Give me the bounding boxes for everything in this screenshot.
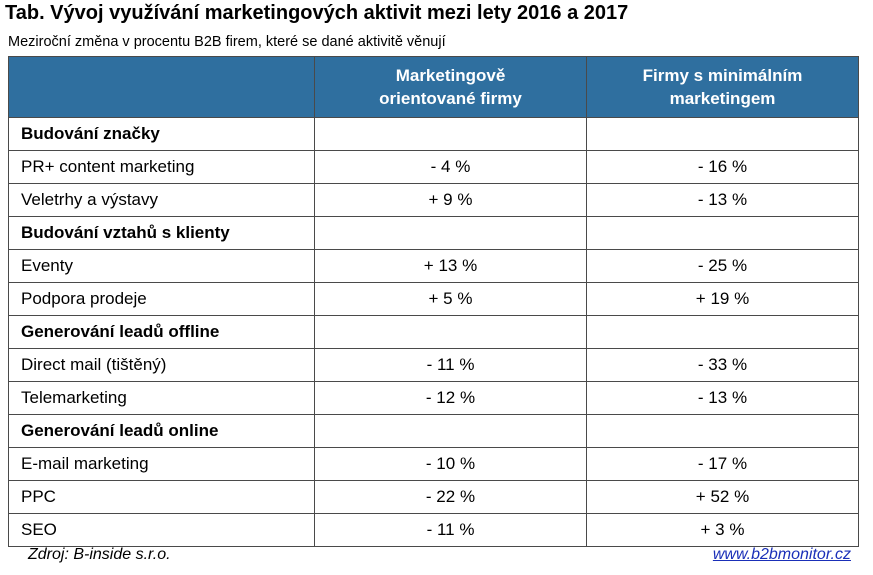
row-value-minimal-marketing: - 13 % <box>586 381 859 415</box>
table-row: PPC - 22 % + 52 % <box>8 480 859 514</box>
row-label: PR+ content marketing <box>8 150 315 184</box>
row-label: Podpora prodeje <box>8 282 315 316</box>
table-row: PR+ content marketing - 4 % - 16 % <box>8 150 859 184</box>
data-table: Marketingově orientované firmy Firmy s m… <box>8 56 859 547</box>
row-value-minimal-marketing: - 17 % <box>586 447 859 481</box>
header-marketing-oriented: Marketingově orientované firmy <box>314 56 587 118</box>
row-value-minimal-marketing <box>586 315 859 349</box>
table-row: SEO - 11 % + 3 % <box>8 513 859 547</box>
header-activity <box>8 56 315 118</box>
row-value-minimal-marketing: + 52 % <box>586 480 859 514</box>
table-row: Podpora prodeje + 5 % + 19 % <box>8 282 859 316</box>
row-label: PPC <box>8 480 315 514</box>
row-label: SEO <box>8 513 315 547</box>
table-section-row: Budování vztahů s klienty <box>8 216 859 250</box>
source-note: Zdroj: B-inside s.r.o. <box>28 546 171 563</box>
row-value-minimal-marketing <box>586 414 859 448</box>
row-value-marketing-oriented: - 11 % <box>314 348 587 382</box>
table-section-row: Generování leadů online <box>8 414 859 448</box>
row-label: Generování leadů offline <box>8 315 315 349</box>
row-value-minimal-marketing: - 13 % <box>586 183 859 217</box>
page-subtitle: Meziroční změna v procentu B2B firem, kt… <box>8 34 446 50</box>
row-label: Veletrhy a výstavy <box>8 183 315 217</box>
row-label: Eventy <box>8 249 315 283</box>
row-label: Budování vztahů s klienty <box>8 216 315 250</box>
row-label: Generování leadů online <box>8 414 315 448</box>
row-value-marketing-oriented: + 13 % <box>314 249 587 283</box>
table-section-row: Generování leadů offline <box>8 315 859 349</box>
row-value-marketing-oriented: - 4 % <box>314 150 587 184</box>
table-section-row: Budování značky <box>8 117 859 151</box>
header-marketing-oriented-line2: orientované firmy <box>379 89 522 108</box>
header-marketing-oriented-line1: Marketingově <box>395 66 506 85</box>
website-link[interactable]: www.b2bmonitor.cz <box>712 546 851 563</box>
row-value-minimal-marketing: - 16 % <box>586 150 859 184</box>
header-minimal-marketing-line2: marketingem <box>669 89 776 108</box>
table-row: Eventy + 13 % - 25 % <box>8 249 859 283</box>
row-value-minimal-marketing: - 25 % <box>586 249 859 283</box>
row-value-marketing-oriented <box>314 216 587 250</box>
header-minimal-marketing: Firmy s minimálním marketingem <box>586 56 859 118</box>
table-header-row: Marketingově orientované firmy Firmy s m… <box>8 56 859 118</box>
row-label: Direct mail (tištěný) <box>8 348 315 382</box>
row-value-marketing-oriented: - 11 % <box>314 513 587 547</box>
row-value-marketing-oriented <box>314 414 587 448</box>
page-title: Tab. Vývoj využívání marketingových akti… <box>5 2 629 24</box>
row-value-minimal-marketing: + 3 % <box>586 513 859 547</box>
row-value-minimal-marketing: + 19 % <box>586 282 859 316</box>
row-label: E-mail marketing <box>8 447 315 481</box>
row-value-minimal-marketing <box>586 216 859 250</box>
row-value-minimal-marketing: - 33 % <box>586 348 859 382</box>
row-value-marketing-oriented: - 10 % <box>314 447 587 481</box>
row-value-minimal-marketing <box>586 117 859 151</box>
table-row: Direct mail (tištěný) - 11 % - 33 % <box>8 348 859 382</box>
row-value-marketing-oriented: - 12 % <box>314 381 587 415</box>
row-value-marketing-oriented <box>314 117 587 151</box>
row-value-marketing-oriented: - 22 % <box>314 480 587 514</box>
table-row: Veletrhy a výstavy + 9 % - 13 % <box>8 183 859 217</box>
row-value-marketing-oriented <box>314 315 587 349</box>
row-label: Telemarketing <box>8 381 315 415</box>
table-row: E-mail marketing - 10 % - 17 % <box>8 447 859 481</box>
header-minimal-marketing-line1: Firmy s minimálním <box>642 66 803 85</box>
table-row: Telemarketing - 12 % - 13 % <box>8 381 859 415</box>
row-label: Budování značky <box>8 117 315 151</box>
row-value-marketing-oriented: + 9 % <box>314 183 587 217</box>
row-value-marketing-oriented: + 5 % <box>314 282 587 316</box>
